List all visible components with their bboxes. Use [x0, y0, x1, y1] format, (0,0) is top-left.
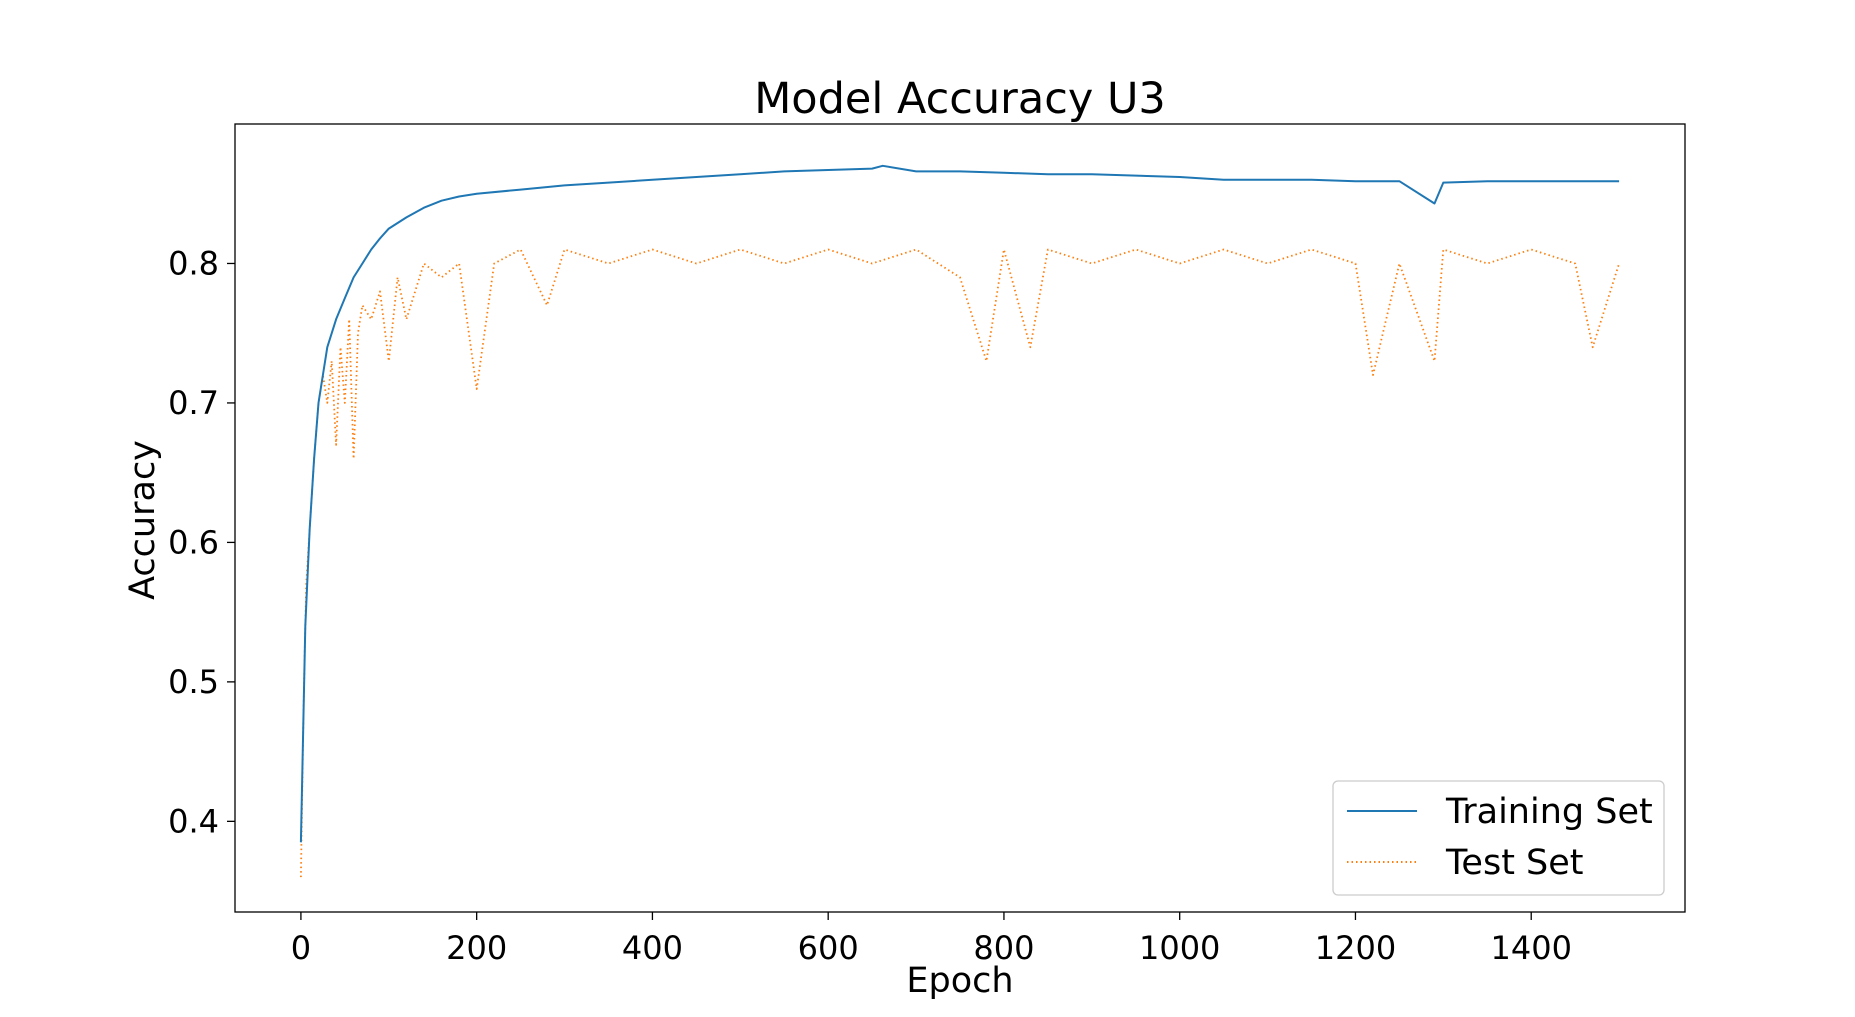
legend-test-label: Test Set [1445, 843, 1584, 883]
y-tick-label: 0.6 [168, 523, 219, 561]
plot-frame [234, 123, 1686, 913]
y-tick-label: 0.5 [168, 663, 219, 701]
x-axis-ticks: 0 200 400 600 800 1000 1200 1400 [291, 912, 1572, 967]
y-axis-ticks: 0.4 0.5 0.6 0.7 0.8 [168, 244, 235, 840]
legend-box [1332, 780, 1665, 896]
y-tick-label: 0.7 [168, 384, 219, 422]
plot-area [299, 164, 1620, 878]
x-tick-label: 0 [291, 929, 311, 967]
training-set-line [299, 164, 1620, 843]
y-tick-label: 0.8 [168, 244, 219, 282]
x-tick-label: 200 [446, 929, 507, 967]
x-tick-label: 400 [622, 929, 683, 967]
x-tick-label: 1400 [1490, 929, 1571, 967]
legend-training-label: Training Set [1445, 792, 1653, 832]
x-tick-label: 1000 [1139, 929, 1220, 967]
y-tick-label: 0.4 [168, 802, 219, 840]
x-tick-label: 600 [798, 929, 859, 967]
chart-title: Model Accuracy U3 [754, 74, 1166, 124]
legend: Training Set Test Set [1332, 780, 1665, 896]
y-axis-label: Accuracy [123, 440, 163, 600]
x-axis-label: Epoch [906, 961, 1013, 1001]
x-tick-label: 800 [973, 929, 1034, 967]
x-tick-label: 1200 [1315, 929, 1396, 967]
